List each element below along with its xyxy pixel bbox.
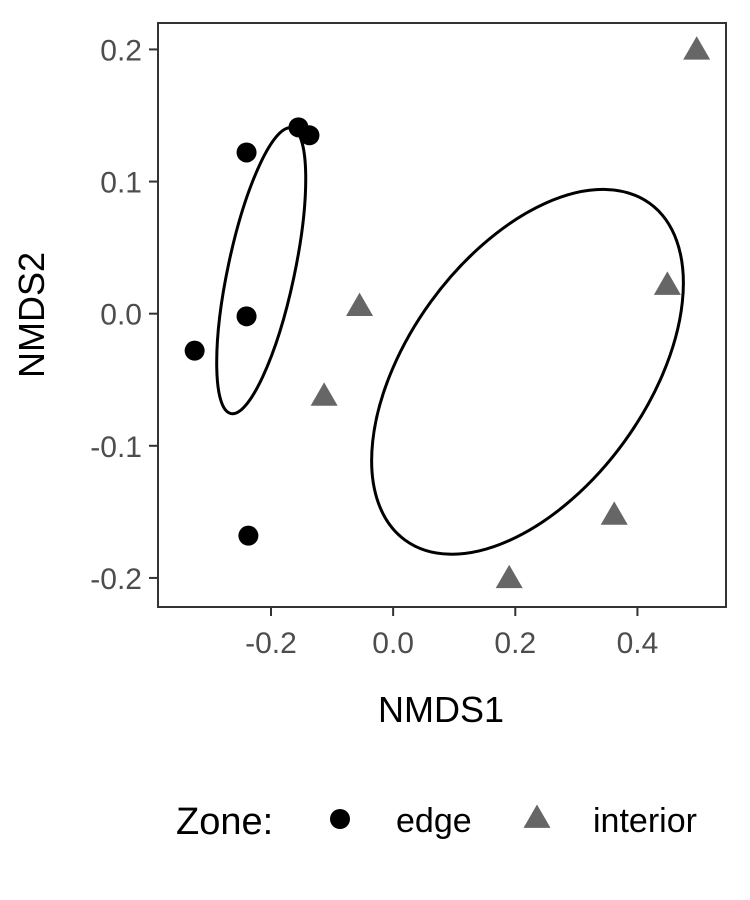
x-tick-label: 0.4 (617, 627, 659, 660)
legend-label-interior: interior (593, 802, 697, 840)
point-interior (600, 501, 628, 525)
point-edge (236, 142, 257, 163)
point-edge (299, 125, 320, 146)
y-tick-label: -0.1 (90, 431, 142, 464)
y-axis-title: NMDS2 (11, 252, 52, 378)
legend: Zone: edge interior (176, 801, 697, 843)
y-tick-label: -0.2 (90, 563, 142, 596)
x-axis-title: NMDS1 (378, 689, 504, 730)
y-tick-label: 0.1 (100, 167, 142, 200)
point-interior (310, 382, 338, 406)
legend-title: Zone: (176, 801, 273, 843)
point-edge (184, 340, 205, 361)
legend-key-interior (523, 804, 551, 828)
point-layer (184, 36, 711, 589)
x-tick-label: 0.2 (494, 627, 536, 660)
point-edge (238, 525, 259, 546)
point-interior (346, 292, 374, 316)
ellipse-interior (370, 187, 685, 556)
x-tick-label: 0.0 (372, 627, 414, 660)
point-interior (653, 271, 681, 295)
point-interior (683, 36, 711, 60)
y-tick-label: 0.0 (100, 299, 142, 332)
point-edge (236, 306, 257, 327)
axis-layer: -0.2 0.0 0.2 0.4 -0.2 -0.1 0.0 0.1 0.2 (90, 34, 658, 660)
legend-key-edge (330, 809, 350, 829)
x-tick-label: -0.2 (245, 627, 297, 660)
legend-label-edge: edge (396, 802, 472, 840)
y-tick-label: 0.2 (100, 34, 142, 67)
point-interior (495, 564, 523, 589)
